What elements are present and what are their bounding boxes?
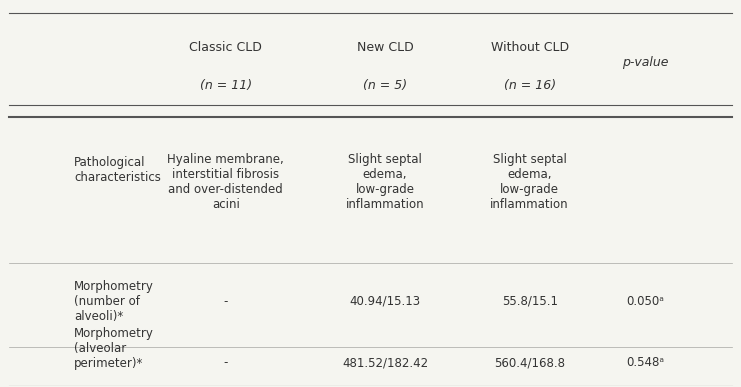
Text: 40.94/15.13: 40.94/15.13: [350, 295, 421, 308]
Text: 0.548ᵃ: 0.548ᵃ: [626, 356, 665, 369]
Text: 0.050ᵃ: 0.050ᵃ: [626, 295, 665, 308]
Text: Pathological
characteristics: Pathological characteristics: [74, 156, 161, 185]
Text: Morphometry
(alveolar
perimeter)*: Morphometry (alveolar perimeter)*: [74, 327, 153, 370]
Text: 560.4/168.8: 560.4/168.8: [494, 356, 565, 369]
Text: Slight septal
edema,
low-grade
inflammation: Slight septal edema, low-grade inflammat…: [345, 153, 425, 211]
Text: Hyaline membrane,
interstitial fibrosis
and over-distended
acini: Hyaline membrane, interstitial fibrosis …: [167, 153, 285, 211]
Text: 55.8/15.1: 55.8/15.1: [502, 295, 558, 308]
Text: (n = 16): (n = 16): [504, 79, 556, 92]
Text: Without CLD: Without CLD: [491, 41, 569, 54]
Text: (n = 11): (n = 11): [200, 79, 252, 92]
Text: New CLD: New CLD: [356, 41, 413, 54]
Text: Classic CLD: Classic CLD: [190, 41, 262, 54]
Text: 481.52/182.42: 481.52/182.42: [342, 356, 428, 369]
Text: Slight septal
edema,
low-grade
inflammation: Slight septal edema, low-grade inflammat…: [491, 153, 569, 211]
Text: -: -: [224, 356, 228, 369]
Text: (n = 5): (n = 5): [363, 79, 407, 92]
Text: -: -: [224, 295, 228, 308]
Text: p-value: p-value: [622, 57, 668, 69]
Text: Morphometry
(number of
alveoli)*: Morphometry (number of alveoli)*: [74, 279, 153, 323]
